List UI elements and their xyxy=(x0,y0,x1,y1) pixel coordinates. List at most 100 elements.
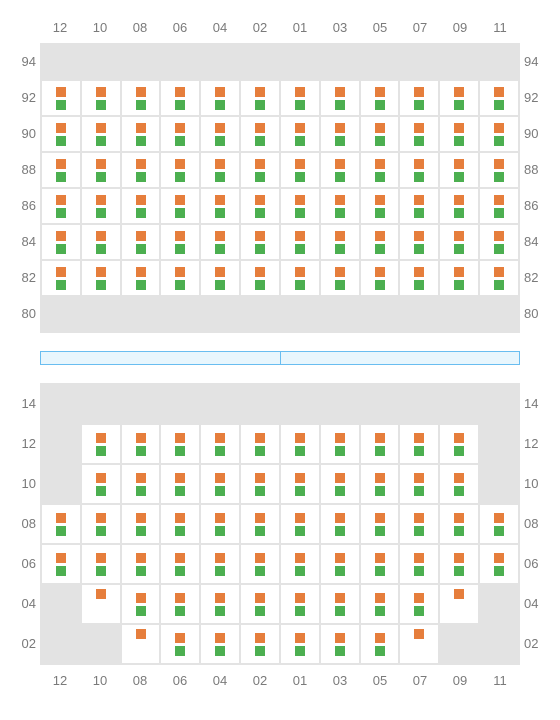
cell[interactable] xyxy=(41,544,81,584)
cell[interactable] xyxy=(200,188,240,224)
cell[interactable] xyxy=(160,224,200,260)
cell[interactable] xyxy=(439,424,479,464)
cell[interactable] xyxy=(121,260,161,296)
cell[interactable] xyxy=(479,116,519,152)
cell[interactable] xyxy=(360,544,400,584)
cell[interactable] xyxy=(439,188,479,224)
cell[interactable] xyxy=(320,188,360,224)
cell[interactable] xyxy=(439,584,479,624)
cell[interactable] xyxy=(320,424,360,464)
cell[interactable] xyxy=(320,584,360,624)
cell[interactable] xyxy=(320,116,360,152)
cell[interactable] xyxy=(240,188,280,224)
cell[interactable] xyxy=(81,188,121,224)
cell[interactable] xyxy=(399,424,439,464)
cell[interactable] xyxy=(479,504,519,544)
cell[interactable] xyxy=(200,80,240,116)
cell[interactable] xyxy=(240,80,280,116)
cell[interactable] xyxy=(121,504,161,544)
cell[interactable] xyxy=(360,80,400,116)
cell[interactable] xyxy=(320,464,360,504)
cell[interactable] xyxy=(81,504,121,544)
cell[interactable] xyxy=(280,464,320,504)
cell[interactable] xyxy=(200,504,240,544)
cell[interactable] xyxy=(160,152,200,188)
cell[interactable] xyxy=(200,424,240,464)
cell[interactable] xyxy=(121,624,161,664)
cell[interactable] xyxy=(240,464,280,504)
cell[interactable] xyxy=(200,260,240,296)
cell[interactable] xyxy=(280,188,320,224)
cell[interactable] xyxy=(320,544,360,584)
cell[interactable] xyxy=(360,624,400,664)
cell[interactable] xyxy=(360,188,400,224)
cell[interactable] xyxy=(320,504,360,544)
cell[interactable] xyxy=(280,544,320,584)
cell[interactable] xyxy=(439,224,479,260)
cell[interactable] xyxy=(200,464,240,504)
cell[interactable] xyxy=(160,424,200,464)
cell[interactable] xyxy=(121,80,161,116)
cell[interactable] xyxy=(399,584,439,624)
cell[interactable] xyxy=(160,116,200,152)
cell[interactable] xyxy=(439,464,479,504)
cell[interactable] xyxy=(399,224,439,260)
cell[interactable] xyxy=(160,504,200,544)
cell[interactable] xyxy=(280,224,320,260)
cell[interactable] xyxy=(439,80,479,116)
cell[interactable] xyxy=(280,584,320,624)
cell[interactable] xyxy=(399,544,439,584)
cell[interactable] xyxy=(121,116,161,152)
cell[interactable] xyxy=(121,224,161,260)
cell[interactable] xyxy=(280,424,320,464)
cell[interactable] xyxy=(439,544,479,584)
cell[interactable] xyxy=(160,80,200,116)
cell[interactable] xyxy=(399,464,439,504)
cell[interactable] xyxy=(121,584,161,624)
cell[interactable] xyxy=(240,224,280,260)
cell[interactable] xyxy=(160,624,200,664)
cell[interactable] xyxy=(121,188,161,224)
cell[interactable] xyxy=(280,504,320,544)
cell[interactable] xyxy=(81,584,121,624)
cell[interactable] xyxy=(41,224,81,260)
cell[interactable] xyxy=(81,544,121,584)
cell[interactable] xyxy=(360,584,400,624)
cell[interactable] xyxy=(280,260,320,296)
cell[interactable] xyxy=(41,80,81,116)
cell[interactable] xyxy=(439,116,479,152)
cell[interactable] xyxy=(320,80,360,116)
cell[interactable] xyxy=(399,260,439,296)
cell[interactable] xyxy=(200,544,240,584)
cell[interactable] xyxy=(81,464,121,504)
cell[interactable] xyxy=(200,152,240,188)
cell[interactable] xyxy=(479,188,519,224)
cell[interactable] xyxy=(360,504,400,544)
cell[interactable] xyxy=(240,116,280,152)
cell[interactable] xyxy=(200,116,240,152)
cell[interactable] xyxy=(280,80,320,116)
cell[interactable] xyxy=(240,584,280,624)
cell[interactable] xyxy=(399,188,439,224)
cell[interactable] xyxy=(81,424,121,464)
cell[interactable] xyxy=(280,152,320,188)
cell[interactable] xyxy=(479,224,519,260)
cell[interactable] xyxy=(360,152,400,188)
cell[interactable] xyxy=(81,260,121,296)
cell[interactable] xyxy=(399,80,439,116)
cell[interactable] xyxy=(439,260,479,296)
cell[interactable] xyxy=(280,116,320,152)
cell[interactable] xyxy=(200,624,240,664)
cell[interactable] xyxy=(439,152,479,188)
cell[interactable] xyxy=(360,224,400,260)
cell[interactable] xyxy=(240,260,280,296)
cell[interactable] xyxy=(81,224,121,260)
cell[interactable] xyxy=(360,116,400,152)
cell[interactable] xyxy=(479,544,519,584)
cell[interactable] xyxy=(240,624,280,664)
cell[interactable] xyxy=(280,624,320,664)
cell[interactable] xyxy=(240,544,280,584)
cell[interactable] xyxy=(160,544,200,584)
cell[interactable] xyxy=(121,152,161,188)
cell[interactable] xyxy=(360,464,400,504)
